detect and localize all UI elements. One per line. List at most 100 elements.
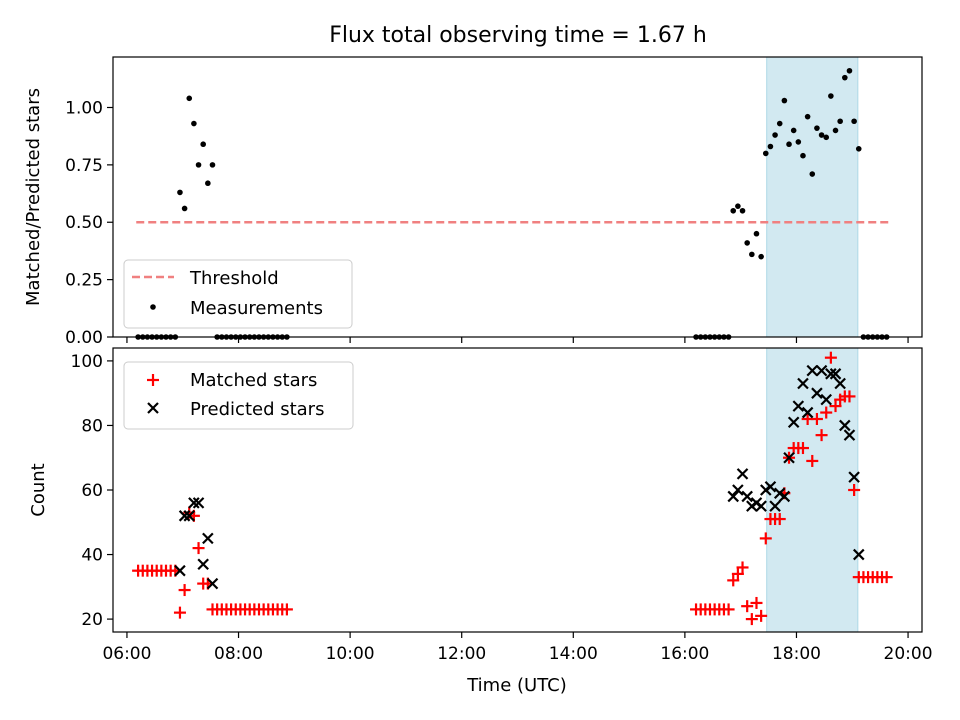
measurement-point [762, 150, 769, 157]
count-y-tick-label: 40 [81, 546, 103, 566]
legend-measurements-label: Measurements [190, 298, 323, 319]
measurement-point [177, 189, 183, 196]
matched-point [824, 351, 837, 364]
matched-point [843, 390, 856, 403]
measurement-point [781, 97, 788, 104]
ratio-y-tick-label: 0.50 [65, 213, 103, 233]
ratio-y-tick-label: 0.75 [65, 156, 103, 176]
ratio-highlight-span [766, 56, 859, 338]
predicted-point [192, 497, 205, 509]
predicted-point [197, 558, 209, 571]
count-y-axis: 20 40 60 80 100 [71, 352, 113, 630]
ratio-y-label: Matched/Predicted stars [23, 88, 44, 306]
matched-point [280, 603, 293, 616]
measurement-point [786, 141, 792, 148]
count-x-tick-label: 08:00 [214, 644, 263, 664]
measurement-point [200, 141, 206, 148]
matched-point [178, 584, 191, 597]
count-panel: 20 40 60 80 100 06:00 08:00 10:00 12:00 14:00 16:… [28, 347, 933, 696]
matched-point [741, 600, 754, 613]
predicted-point [202, 532, 214, 545]
legend-measurements-swatch [150, 304, 156, 310]
count-x-tick-label: 06:00 [102, 644, 151, 664]
matched-point [759, 532, 772, 545]
measurement-point [851, 118, 857, 125]
predicted-point [811, 387, 823, 399]
matched-point [192, 542, 205, 555]
ratio-x-ticks [126, 337, 909, 343]
count-y-label: Count [28, 463, 49, 516]
ratio-legend-box [123, 259, 353, 329]
measurement-point [772, 132, 778, 138]
measurement-point [855, 146, 862, 152]
matched-point [755, 609, 768, 622]
count-x-axis: 06:00 08:00 10:00 12:00 14:00 16:00 18:00 20:00 [102, 632, 933, 664]
ratio-panel: 0.00 0.25 0.50 0.75 1.00 Matched/Predicted s… [23, 56, 923, 348]
count-y-tick-label: 80 [81, 416, 103, 436]
predicted-point [815, 364, 828, 377]
matched-point [731, 567, 744, 580]
predicted-point [834, 377, 846, 390]
ratio-y-tick-label: 0.25 [65, 271, 103, 291]
predicted-point [829, 368, 842, 380]
measurement-point [767, 143, 774, 150]
measurement-point [753, 230, 760, 237]
predicted-point [183, 510, 196, 522]
predicted-point [188, 497, 200, 509]
count-legend-box [123, 361, 354, 430]
predicted-point [174, 564, 186, 577]
measurement-point [776, 120, 783, 127]
measurement-point [730, 207, 737, 214]
measurement-point [186, 95, 193, 102]
measurement-point [828, 93, 834, 99]
measurement-point [195, 162, 202, 168]
predicted-point [825, 368, 837, 380]
count-x-tick-label: 10:00 [326, 644, 375, 664]
predicted-point [792, 400, 805, 412]
predicted-point [755, 500, 767, 512]
measurement-point [809, 171, 816, 177]
matched-point [880, 571, 893, 584]
ratio-y-axis: 0.00 0.25 0.50 0.75 1.00 [65, 98, 113, 348]
predicted-point [839, 419, 851, 432]
predicted-point [778, 490, 791, 503]
measurement-point [804, 113, 811, 120]
predicted-point [764, 480, 777, 493]
measurement-point [814, 125, 820, 131]
matched-point [722, 603, 735, 616]
count-x-tick-label: 12:00 [437, 644, 486, 664]
count-legend: Matched stars Predicted stars [123, 361, 354, 430]
chart-title: Flux total observing time = 1.67 h [329, 23, 707, 48]
predicted-point [783, 451, 795, 464]
count-marks [132, 351, 893, 626]
matched-point [810, 413, 823, 425]
measurement-point [749, 251, 755, 258]
predicted-point [732, 484, 744, 496]
measurement-point [823, 134, 830, 141]
legend-matched-label: Matched stars [190, 370, 317, 391]
measurement-point [758, 253, 764, 260]
measurement-point [846, 67, 853, 74]
measurement-point [790, 127, 797, 134]
predicted-point [801, 406, 814, 419]
predicted-point [852, 548, 865, 561]
legend-threshold-label: Threshold [189, 268, 279, 289]
matched-point [815, 429, 828, 442]
measurement-point [744, 240, 750, 246]
matched-point [848, 484, 861, 496]
predicted-point [206, 577, 219, 590]
ratio-legend: Threshold Measurements [123, 259, 353, 329]
measurement-point [209, 162, 216, 168]
predicted-point [787, 416, 800, 429]
predicted-point [848, 471, 860, 483]
measurement-point [842, 74, 848, 81]
measurement-point [832, 127, 839, 134]
matched-point [773, 513, 786, 526]
measurement-point [800, 152, 806, 159]
count-y-tick-label: 20 [81, 610, 103, 630]
measurement-point [739, 207, 746, 214]
ratio-y-tick-label: 0.00 [65, 328, 103, 348]
ratio-y-tick-label: 1.00 [65, 98, 103, 118]
predicted-point [178, 510, 191, 522]
